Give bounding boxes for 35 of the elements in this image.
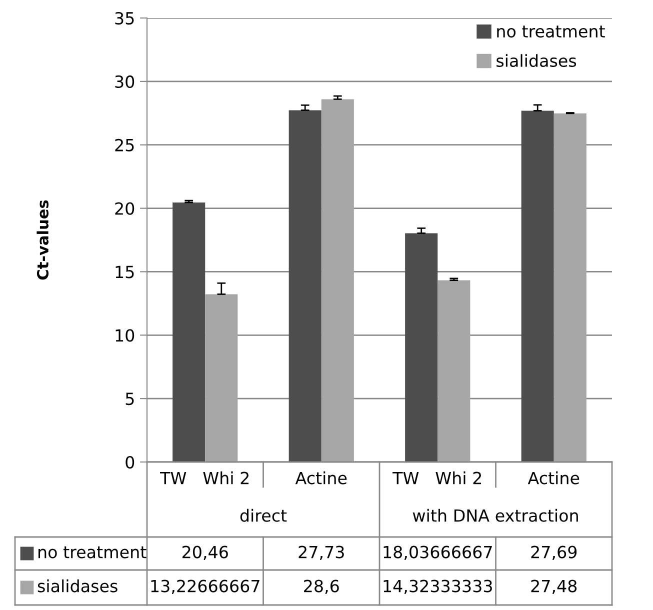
bar bbox=[438, 280, 470, 462]
y-axis-title: Ct-values bbox=[36, 200, 49, 280]
y-tick-label: 25 bbox=[115, 138, 134, 152]
data-label: 27,73 bbox=[298, 546, 344, 560]
x-tick-label: TW Whi 2 bbox=[160, 471, 249, 484]
y-tick-label: 35 bbox=[115, 12, 134, 25]
data-label: 28,6 bbox=[304, 580, 339, 594]
text: sialidases bbox=[38, 579, 118, 592]
x-tick-label: TW Whi 2 bbox=[392, 471, 482, 484]
text: direct bbox=[240, 508, 287, 522]
bar bbox=[554, 113, 586, 462]
y-tick-label: 10 bbox=[116, 329, 134, 342]
data-label: 27,69 bbox=[531, 546, 577, 560]
legend-label: no treatment bbox=[497, 26, 605, 38]
x-tick-label: Actine bbox=[295, 471, 347, 484]
y-tick-label: 30 bbox=[115, 75, 134, 88]
legend-label: sialidases bbox=[496, 54, 576, 68]
bar bbox=[405, 233, 438, 462]
data-label: 27,48 bbox=[531, 580, 577, 594]
bar bbox=[172, 202, 206, 462]
bar bbox=[321, 99, 354, 462]
data-label: 18,03666667 bbox=[384, 546, 492, 560]
bar bbox=[205, 294, 238, 462]
bar bbox=[521, 110, 554, 462]
text: no treatment bbox=[38, 546, 146, 558]
bar bbox=[288, 110, 322, 462]
data-label: 13,22666667 bbox=[151, 580, 260, 594]
y-tick-label: 5 bbox=[126, 392, 134, 406]
x-tick-label: Actine bbox=[528, 471, 580, 484]
y-tick-label: 0 bbox=[126, 456, 134, 469]
text: with DNA extraction bbox=[412, 508, 578, 522]
y-tick-label: 20 bbox=[115, 202, 134, 215]
data-label: 20,46 bbox=[182, 546, 228, 560]
y-tick-label: 15 bbox=[116, 266, 134, 278]
data-label: 14,32333333 bbox=[384, 580, 492, 594]
